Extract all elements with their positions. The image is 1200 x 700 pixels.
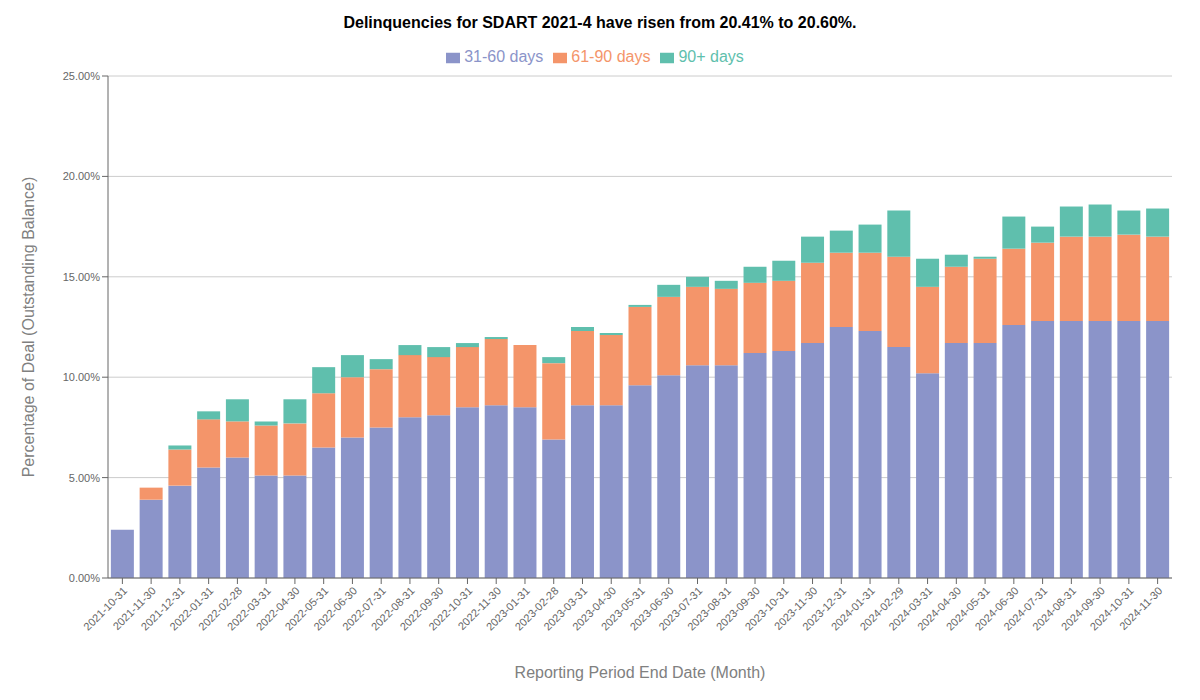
svg-text:2022-07-31: 2022-07-31: [339, 584, 389, 633]
svg-text:2023-09-30: 2023-09-30: [713, 584, 762, 633]
svg-text:2024-04-30: 2024-04-30: [915, 584, 964, 633]
svg-text:20.00%: 20.00%: [63, 170, 101, 182]
svg-text:2022-10-31: 2022-10-31: [426, 584, 475, 633]
svg-text:2024-07-31: 2024-07-31: [1001, 584, 1050, 633]
svg-text:2022-05-31: 2022-05-31: [282, 584, 331, 633]
svg-text:2024-11-30: 2024-11-30: [1117, 584, 1165, 632]
svg-text:2022-01-31: 2022-01-31: [167, 584, 216, 633]
html-text:61-90 days: 61-90 days: [571, 48, 651, 65]
svg-text:2021-11-30: 2021-11-30: [110, 584, 159, 633]
svg-text:2023-06-30: 2023-06-30: [627, 584, 676, 633]
svg-text:2023-05-31: 2023-05-31: [598, 584, 647, 633]
svg-text:2022-02-28: 2022-02-28: [196, 584, 245, 633]
svg-text:2023-08-31: 2023-08-31: [684, 584, 734, 633]
svg-text:0.00%: 0.00%: [69, 572, 100, 584]
svg-text:2022-11-30: 2022-11-30: [455, 584, 504, 633]
svg-text:2023-04-30: 2023-04-30: [569, 584, 619, 633]
svg-text:2024-02-29: 2024-02-29: [857, 584, 906, 633]
svg-text:2022-09-30: 2022-09-30: [397, 584, 446, 633]
svg-text:Percentage of Deal (Outstandin: Percentage of Deal (Outstanding Balance): [20, 177, 37, 478]
svg-text:5.00%: 5.00%: [69, 472, 100, 484]
html-text:90+ days: 90+ days: [678, 48, 744, 65]
svg-text:2024-10-31: 2024-10-31: [1087, 584, 1136, 633]
svg-text:2022-03-31: 2022-03-31: [224, 584, 274, 633]
svg-text:2023-12-31: 2023-12-31: [800, 584, 849, 633]
svg-text:2023-10-31: 2023-10-31: [742, 584, 791, 633]
svg-text:2024-01-31: 2024-01-31: [828, 584, 877, 633]
svg-text:2022-08-31: 2022-08-31: [368, 584, 417, 633]
svg-text:2023-07-31: 2023-07-31: [656, 584, 705, 633]
svg-text:2024-05-31: 2024-05-31: [943, 584, 992, 633]
svg-text:10.00%: 10.00%: [63, 371, 101, 383]
svg-text:2022-06-30: 2022-06-30: [311, 584, 360, 633]
svg-text:2021-12-31: 2021-12-31: [138, 584, 187, 633]
svg-text:25.00%: 25.00%: [63, 70, 101, 82]
svg-text:2024-06-30: 2024-06-30: [972, 584, 1021, 633]
svg-text:2022-04-30: 2022-04-30: [253, 584, 302, 633]
svg-text:2023-03-31: 2023-03-31: [541, 584, 590, 633]
svg-text:2023-02-28: 2023-02-28: [512, 584, 561, 633]
svg-text:2024-09-30: 2024-09-30: [1058, 584, 1107, 633]
svg-text:2023-11-30: 2023-11-30: [771, 584, 820, 633]
svg-text:Reporting Period End Date (Mon: Reporting Period End Date (Month): [515, 664, 766, 681]
svg-text:2021-10-31: 2021-10-31: [81, 584, 130, 633]
svg-text:2024-08-31: 2024-08-31: [1030, 584, 1079, 633]
svg-text:2023-01-31: 2023-01-31: [483, 584, 532, 633]
svg-text:15.00%: 15.00%: [63, 271, 101, 283]
html-text:Delinquencies for SDART 2021-4: Delinquencies for SDART 2021-4 have rise…: [343, 14, 857, 31]
svg-text:2024-03-31: 2024-03-31: [886, 584, 935, 633]
html-text:31-60 days: 31-60 days: [464, 48, 544, 65]
